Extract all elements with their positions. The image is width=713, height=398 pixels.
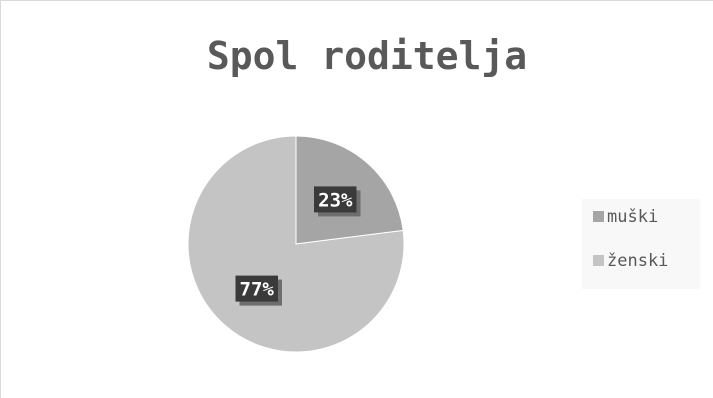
legend-swatch-muški: [593, 211, 604, 222]
pie-slices: [187, 135, 405, 353]
legend-label-ženski: ženski: [607, 251, 668, 271]
data-label-muški: 23%: [318, 189, 353, 211]
data-label-background: [235, 275, 278, 302]
legend-label-muški: muški: [607, 207, 658, 227]
legend-swatch-ženski: [593, 255, 604, 266]
pie-data-labels: 23% 77%: [235, 186, 361, 306]
data-label-background: [314, 186, 357, 213]
chart-title: Spol roditelja: [207, 34, 527, 78]
chart-legend: muški ženski: [582, 199, 700, 289]
data-label-ženski: 77%: [240, 279, 275, 301]
